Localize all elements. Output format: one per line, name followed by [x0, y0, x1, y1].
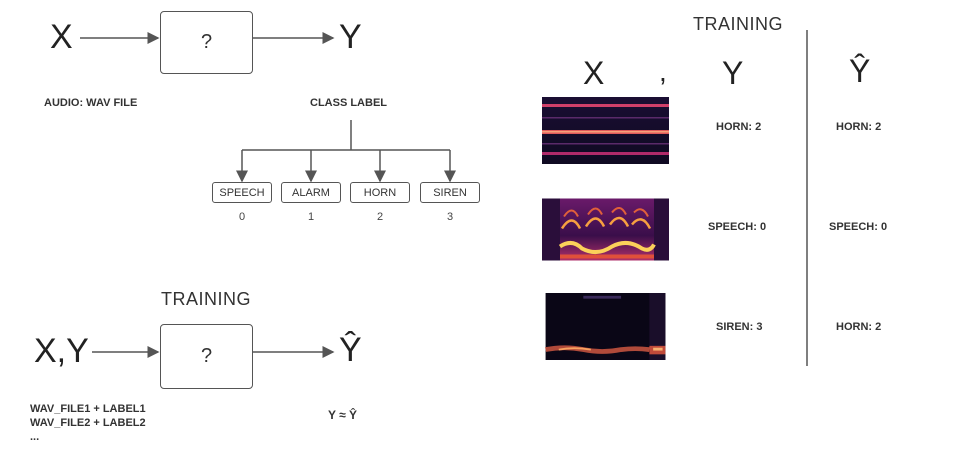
training-table-title: TRAINING — [693, 14, 784, 34]
column-header-yhat: Ŷ — [849, 53, 871, 89]
training-example-1: WAV_FILE1 + LABEL1 — [30, 403, 146, 415]
model-box-training: ? — [160, 324, 253, 389]
class-index-alarm: 1 — [307, 211, 315, 223]
input-xy: X,Y — [34, 332, 89, 370]
model-box-top: ? — [160, 11, 253, 74]
column-header-y: Y — [722, 55, 744, 91]
row-1-y: HORN: 2 — [716, 121, 762, 133]
output-yhat: Ŷ — [339, 331, 362, 369]
training-example-2: WAV_FILE2 + LABEL2 — [30, 417, 146, 429]
speech-spectrogram — [542, 198, 669, 261]
class-box-horn: HORN — [350, 182, 410, 203]
class-index-speech: 0 — [238, 211, 246, 223]
class-box-speech: SPEECH — [212, 182, 272, 203]
training-flow-title: TRAINING — [161, 289, 252, 309]
input-label: AUDIO: WAV FILE — [44, 97, 138, 109]
class-box-alarm: ALARM — [281, 182, 341, 203]
row-2-yhat: SPEECH: 0 — [829, 221, 888, 233]
output-y: Y — [339, 18, 362, 56]
training-example-more: ... — [30, 431, 40, 443]
row-3-y: SIREN: 3 — [716, 321, 763, 333]
class-index-horn: 2 — [376, 211, 384, 223]
input-x: X — [50, 18, 73, 56]
approx-relation: Y ≈ Ŷ — [328, 408, 358, 422]
column-header-x: X — [583, 55, 605, 91]
column-separator-comma: , — [659, 56, 667, 87]
row-2-y: SPEECH: 0 — [708, 221, 767, 233]
class-box-siren: SIREN — [420, 182, 480, 203]
row-3-yhat: HORN: 2 — [836, 321, 882, 333]
row-1-yhat: HORN: 2 — [836, 121, 882, 133]
output-label: CLASS LABEL — [310, 97, 387, 109]
class-index-siren: 3 — [446, 211, 454, 223]
siren-spectrogram — [545, 293, 666, 360]
training-examples: WAV_FILE1 + LABEL1 WAV_FILE2 + LABEL2 ..… — [30, 402, 146, 444]
horn-spectrogram — [542, 97, 669, 164]
